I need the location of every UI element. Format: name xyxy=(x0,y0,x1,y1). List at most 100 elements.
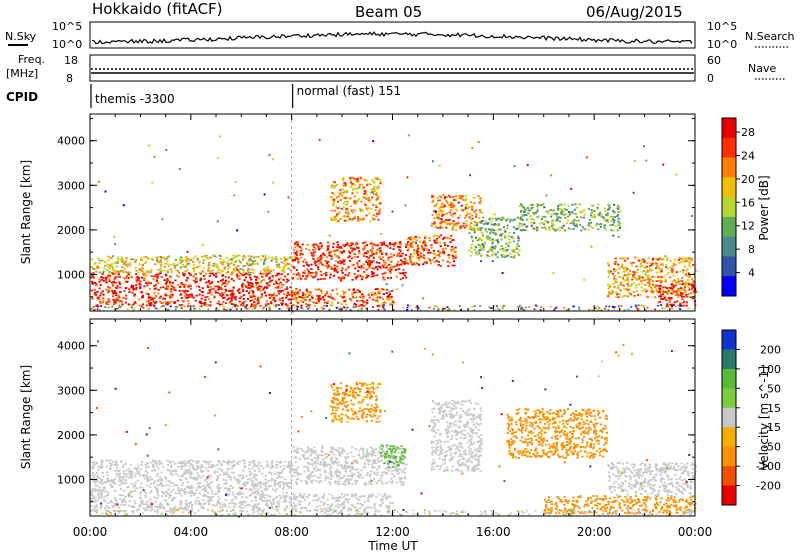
vel-cell xyxy=(243,466,246,469)
power-cell xyxy=(644,273,647,276)
vel-cell xyxy=(242,506,245,509)
power-cell xyxy=(287,298,291,301)
power-cell xyxy=(141,294,144,297)
power-cell xyxy=(640,276,643,279)
power-cell xyxy=(625,274,628,277)
power-cell xyxy=(107,265,110,268)
power-cell xyxy=(386,245,389,248)
power-cell xyxy=(499,233,502,236)
power-cell xyxy=(376,177,379,179)
power-cell xyxy=(360,200,363,203)
power-cell xyxy=(335,307,338,309)
power-cell xyxy=(243,255,246,257)
power-cell xyxy=(98,259,101,262)
power-cell xyxy=(453,224,456,226)
power-cell xyxy=(94,293,97,296)
power-cell xyxy=(120,300,123,303)
power-cell xyxy=(635,305,638,308)
power-cell xyxy=(608,292,611,295)
power-cell xyxy=(350,244,353,247)
power-cell xyxy=(374,288,377,291)
power-cell xyxy=(551,223,554,225)
power-cell xyxy=(351,242,355,245)
vel-cell xyxy=(128,470,131,473)
vel-cell xyxy=(97,495,100,498)
power-cell xyxy=(360,178,363,180)
power-cell xyxy=(398,246,401,248)
power-cell xyxy=(371,217,374,220)
power-cell xyxy=(384,262,387,264)
power-cell xyxy=(132,285,135,287)
power-cell xyxy=(678,279,681,282)
power-cell xyxy=(437,254,440,256)
power-cell xyxy=(446,202,449,204)
power-cell xyxy=(525,225,528,228)
power-cell xyxy=(313,246,316,249)
power-cell xyxy=(98,298,101,301)
power-cell xyxy=(318,247,321,250)
vel-cell xyxy=(146,471,149,474)
power-cell xyxy=(521,206,524,209)
power-cell xyxy=(638,275,641,277)
power-cell xyxy=(300,247,303,250)
vel-cell xyxy=(91,474,94,477)
vel-cell xyxy=(277,508,280,511)
power-cell xyxy=(360,218,363,221)
power-cell xyxy=(150,275,153,278)
power-cell xyxy=(687,286,690,288)
power-cell xyxy=(201,270,204,273)
power-cell xyxy=(215,307,218,309)
power-cell xyxy=(225,261,228,264)
power-cell xyxy=(257,299,260,302)
power-cell xyxy=(218,268,221,271)
power-cell xyxy=(479,197,482,200)
power-cell xyxy=(371,246,374,248)
power-cell xyxy=(378,210,381,213)
power-cell xyxy=(149,303,152,306)
vel-cell xyxy=(152,466,155,469)
power-cell xyxy=(452,248,455,250)
y-tick-label: 1000 xyxy=(57,268,85,281)
vel-cell xyxy=(213,504,217,507)
power-cell xyxy=(355,200,358,203)
power-cell xyxy=(503,254,506,257)
power-cell xyxy=(154,263,157,266)
power-cell xyxy=(330,186,333,189)
power-cell xyxy=(514,228,517,231)
power-cell xyxy=(612,282,615,285)
power-cell xyxy=(536,203,540,206)
power-cell xyxy=(127,277,130,280)
vel-cell xyxy=(152,461,155,463)
vel-cell xyxy=(258,509,261,511)
power-cell xyxy=(160,276,163,278)
power-cell xyxy=(375,186,378,188)
power-cell xyxy=(191,295,194,298)
power-cell xyxy=(359,295,362,298)
vel-cell xyxy=(177,490,180,492)
power-cell xyxy=(315,302,318,304)
power-cell xyxy=(188,272,191,275)
power-cell xyxy=(255,278,258,280)
vel-cell xyxy=(178,492,181,495)
power-cell xyxy=(436,241,439,244)
vel-cell xyxy=(226,473,229,475)
power-cell xyxy=(365,179,368,182)
power-cell xyxy=(458,228,462,230)
power-cell xyxy=(353,256,356,258)
power-cell xyxy=(656,259,659,261)
power-cell xyxy=(383,301,386,304)
power-cell xyxy=(315,273,318,276)
power-cell xyxy=(536,208,539,210)
power-cell xyxy=(194,281,197,284)
power-cell xyxy=(256,263,259,265)
power-cell xyxy=(229,293,232,296)
power-cell xyxy=(305,247,308,250)
power-cell xyxy=(91,280,94,283)
power-cell xyxy=(343,306,346,309)
power-cell xyxy=(565,308,568,311)
power-cell xyxy=(473,231,476,234)
power-cell xyxy=(307,290,310,293)
power-cell xyxy=(663,295,666,298)
power-cell xyxy=(634,278,638,280)
power-cell xyxy=(664,296,667,299)
